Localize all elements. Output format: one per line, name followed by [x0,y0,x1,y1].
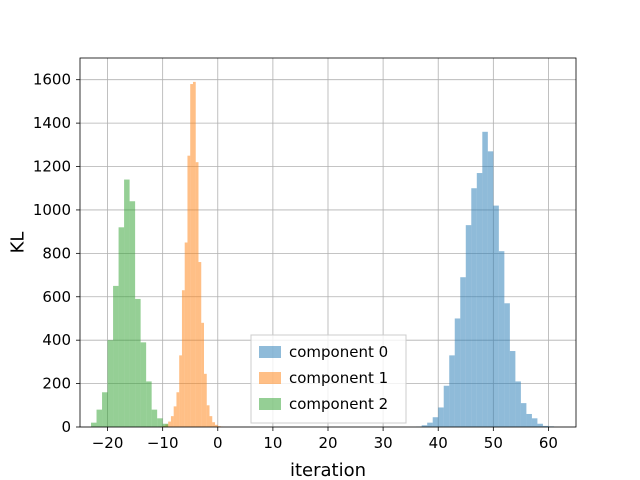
x-tick-label: 40 [429,434,448,452]
histogram-bar [542,425,549,427]
histogram-bar [460,277,466,427]
legend-swatch [259,372,281,384]
y-axis-label: KL [7,232,28,254]
histogram-bar [96,409,103,427]
histogram-bar [498,251,505,427]
histogram-bar [102,392,108,427]
histogram-bar [157,418,163,427]
x-tick-label: −20 [92,434,124,452]
legend-label: component 1 [289,369,388,387]
histogram-bar [201,322,204,427]
y-tick-label: 600 [42,288,71,306]
histogram-bar [454,318,461,427]
histogram-bar [181,290,185,427]
histogram-bar [537,423,543,427]
histogram-bar [526,413,532,427]
histogram-bar [179,355,182,427]
y-tick-label: 1600 [33,71,71,89]
x-axis-ticks: −20 −10 0 10 20 30 40 50 60 [92,427,558,452]
legend-swatch [259,346,281,358]
histogram-bar [209,416,213,427]
histogram-bar [509,351,516,427]
histogram-bar [504,303,510,427]
histogram-bar [531,418,538,427]
histogram-bar [190,84,193,427]
x-tick-label: 10 [263,434,282,452]
histogram-bar [124,179,130,427]
histogram-bar [206,405,210,427]
histogram-bar [215,424,218,427]
y-tick-label: 800 [42,244,71,262]
histogram-bar [135,298,141,427]
histogram-bar [91,422,97,427]
y-tick-label: 1400 [33,114,71,132]
y-axis-ticks: 0 200 400 600 800 1000 1200 1400 1600 [33,71,80,436]
histogram-bar [493,205,499,427]
x-tick-label: 60 [539,434,558,452]
histogram-bar [449,355,455,427]
histogram-bar [187,155,191,428]
x-tick-label: 30 [374,434,393,452]
legend: component 0 component 1 component 2 [250,334,407,424]
histogram-bar [176,392,180,427]
histogram-bar [162,423,169,427]
histogram-bar [173,406,177,427]
x-tick-label: −10 [147,434,179,452]
legend-swatch [259,398,281,410]
bars [91,81,554,428]
histogram-bar [146,381,152,427]
histogram-bar [168,421,171,427]
y-tick-label: 1000 [33,201,71,219]
histogram-bar [520,403,527,427]
histogram-bar [170,416,174,427]
histogram-bar [129,201,136,427]
x-tick-label: 0 [213,434,223,452]
histogram-bar [515,381,521,427]
histogram-bar [204,373,207,427]
histogram-bar [212,422,216,427]
histogram-bar [482,131,488,428]
histogram-bar [487,151,494,427]
histogram-bar [476,173,483,427]
histogram-bar [421,425,428,427]
histogram-bar [465,225,472,427]
histogram-bar [217,426,221,427]
histogram-bar [198,262,202,427]
histogram-bar [113,285,119,427]
histogram-bar [118,227,125,427]
y-tick-label: 400 [42,331,71,349]
y-tick-label: 0 [61,418,71,436]
y-tick-label: 1200 [33,158,71,176]
histogram-bar [427,422,433,427]
histogram-bar [432,417,439,427]
legend-label: component 2 [289,395,388,413]
histogram-bar [443,385,450,427]
x-axis-label: iteration [290,460,366,480]
histogram-bar [184,242,188,427]
x-tick-label: 20 [318,434,337,452]
histogram-bar [471,188,477,427]
histogram-bar [140,342,147,427]
histogram-bar [151,409,158,427]
histogram-bar [107,340,114,427]
histogram-bar [438,407,444,427]
y-tick-label: 200 [42,375,71,393]
histogram-bar [195,162,199,427]
x-tick-label: 50 [484,434,503,452]
legend-label: component 0 [289,343,388,361]
histogram-bar [192,81,196,428]
